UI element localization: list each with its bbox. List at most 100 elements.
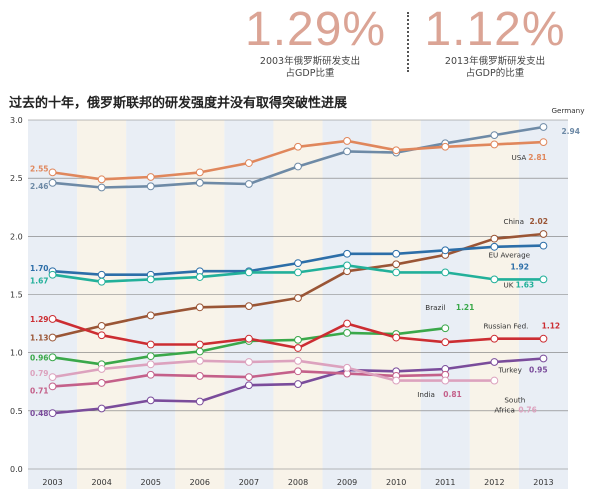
series-end-value: 0.81: [443, 390, 462, 399]
data-point: [294, 259, 302, 267]
data-point: [48, 353, 57, 362]
data-point: [343, 328, 351, 337]
data-point: [343, 363, 351, 372]
series-end-value: 2.02: [529, 217, 548, 226]
year-band-2012: [469, 120, 519, 489]
series-end-name: Turkey: [497, 365, 522, 374]
year-band-2009: [322, 120, 372, 489]
series-end-value: 1.92: [510, 263, 529, 272]
data-point: [490, 275, 499, 284]
data-point: [48, 270, 57, 279]
year-band-2005: [126, 120, 176, 489]
data-point: [146, 360, 155, 369]
series-start-label: 0.79: [30, 369, 49, 378]
stat-2013-value: 1.12%: [424, 3, 566, 56]
data-point: [195, 347, 204, 356]
y-tick-label: 0.0: [10, 465, 23, 474]
data-point: [539, 230, 548, 238]
data-point: [146, 352, 155, 361]
data-point: [392, 260, 401, 269]
data-point: [97, 331, 106, 340]
stat-2013-caption-line2: 占GDP的比重: [465, 68, 525, 79]
data-point: [294, 356, 302, 365]
stat-2003-value: 1.29%: [245, 3, 387, 56]
x-tick-label: 2010: [386, 478, 406, 487]
data-point: [146, 340, 155, 349]
data-point: [441, 142, 450, 151]
x-tick-label: 2013: [533, 478, 553, 487]
data-point: [490, 234, 499, 243]
data-point: [294, 335, 302, 344]
series-start-label: 1.70: [30, 264, 49, 273]
data-point: [97, 365, 106, 373]
data-point: [195, 397, 204, 406]
data-point: [48, 315, 57, 323]
year-band-2008: [273, 120, 323, 489]
series-start-label: 2.46: [30, 182, 49, 191]
data-point: [245, 334, 253, 343]
data-point: [343, 261, 351, 270]
data-point: [441, 268, 450, 277]
data-point: [195, 372, 204, 380]
data-point: [97, 379, 106, 387]
data-point: [441, 324, 450, 333]
x-tick-label: 2007: [239, 478, 259, 487]
data-point: [294, 294, 302, 302]
data-point: [490, 358, 499, 366]
y-tick-label: 1.5: [10, 291, 23, 300]
data-point: [539, 138, 548, 147]
data-point: [195, 273, 204, 281]
series-start-label: 1.13: [30, 334, 49, 343]
series-start-label: 1.29: [30, 315, 49, 324]
data-point: [392, 146, 401, 155]
data-point: [343, 249, 351, 258]
data-point: [48, 409, 57, 418]
data-point: [441, 338, 450, 347]
data-point: [245, 381, 253, 390]
data-point: [294, 142, 302, 151]
x-tick-label: 2011: [435, 478, 455, 487]
year-band-2004: [77, 120, 127, 489]
year-band-2010: [371, 120, 421, 489]
data-point: [48, 382, 57, 391]
series-end-value: 1.63: [516, 280, 535, 289]
chart-headline: 过去的十年，俄罗斯联邦的研发强度并没有取得突破性进展: [9, 96, 348, 111]
data-point: [245, 159, 253, 167]
data-point: [294, 367, 302, 376]
series-end-name: EU Average: [488, 251, 530, 260]
x-tick-label: 2009: [337, 478, 357, 487]
stat-2013: 1.12% 2013年俄罗斯研发支出 占GDP的比重: [420, 4, 570, 80]
x-tick-label: 2006: [190, 478, 210, 487]
data-point: [146, 275, 155, 284]
data-point: [195, 178, 204, 187]
series-end-name: USA: [511, 153, 526, 162]
data-point: [392, 376, 401, 385]
data-point: [294, 162, 302, 171]
series-start-label: 0.48: [30, 409, 49, 418]
series-end-name: Brazil: [425, 303, 445, 312]
series-end-name: Germany: [551, 108, 585, 115]
data-point: [294, 344, 302, 352]
series-end-value: 0.95: [529, 365, 548, 374]
data-point: [294, 268, 302, 277]
data-point: [343, 147, 351, 156]
series-end-value: 1.12: [542, 322, 561, 331]
year-band-2011: [420, 120, 470, 489]
data-point: [343, 319, 351, 328]
data-point: [97, 322, 106, 330]
stat-divider: [407, 12, 411, 72]
data-point: [441, 246, 450, 255]
data-point: [441, 376, 450, 385]
data-point: [97, 183, 106, 192]
data-point: [195, 303, 204, 312]
y-tick-label: 2.5: [10, 174, 23, 183]
data-point: [146, 396, 155, 405]
series-start-label: 0.96: [30, 353, 49, 362]
data-point: [490, 242, 499, 251]
series-start-label: 0.71: [30, 386, 49, 395]
series-end-name: Russian Fed.: [483, 322, 528, 331]
data-point: [48, 333, 57, 342]
data-point: [146, 370, 155, 379]
data-point: [392, 333, 401, 342]
data-point: [146, 311, 155, 320]
